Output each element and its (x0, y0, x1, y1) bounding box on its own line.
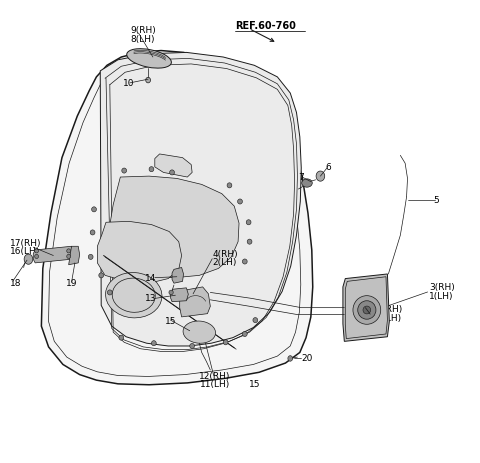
Polygon shape (41, 50, 313, 385)
Text: 2(LH): 2(LH) (212, 258, 237, 268)
Polygon shape (100, 52, 301, 346)
Text: 18: 18 (10, 279, 22, 288)
Ellipse shape (67, 254, 71, 258)
Polygon shape (97, 221, 181, 283)
Text: 5: 5 (433, 195, 439, 205)
Polygon shape (33, 246, 73, 263)
Ellipse shape (35, 249, 38, 253)
Text: 4(RH): 4(RH) (212, 250, 238, 259)
Text: 1(LH): 1(LH) (429, 292, 454, 300)
Text: 22(RH): 22(RH) (372, 306, 403, 314)
Text: 15: 15 (249, 380, 260, 389)
Ellipse shape (152, 341, 156, 346)
Ellipse shape (183, 321, 216, 343)
Ellipse shape (223, 340, 228, 345)
Ellipse shape (88, 254, 93, 259)
Ellipse shape (316, 171, 324, 181)
Text: 16(LH): 16(LH) (10, 247, 40, 256)
Text: 8(LH): 8(LH) (130, 35, 155, 44)
Text: 20: 20 (301, 354, 312, 363)
Text: 14: 14 (145, 274, 156, 283)
Polygon shape (180, 287, 210, 317)
Ellipse shape (358, 301, 376, 319)
Ellipse shape (108, 290, 112, 295)
Polygon shape (155, 154, 192, 177)
Ellipse shape (247, 239, 252, 244)
Ellipse shape (302, 179, 312, 187)
Ellipse shape (149, 167, 154, 172)
Text: 7: 7 (299, 173, 304, 181)
Ellipse shape (99, 273, 104, 278)
Ellipse shape (227, 183, 232, 188)
Ellipse shape (92, 207, 96, 212)
Text: 12(RH): 12(RH) (199, 372, 231, 382)
Ellipse shape (119, 335, 124, 340)
Text: REF.60-760: REF.60-760 (235, 21, 296, 31)
Ellipse shape (253, 318, 258, 323)
Ellipse shape (67, 249, 71, 253)
Ellipse shape (363, 306, 371, 314)
Ellipse shape (238, 199, 242, 204)
Text: 3(RH): 3(RH) (429, 283, 455, 292)
Ellipse shape (24, 254, 33, 264)
Ellipse shape (169, 170, 174, 175)
Text: 19: 19 (66, 279, 77, 288)
Text: 17(RH): 17(RH) (10, 238, 42, 248)
Ellipse shape (169, 290, 173, 295)
Ellipse shape (242, 332, 247, 337)
Text: 9(RH): 9(RH) (130, 26, 156, 35)
Polygon shape (172, 268, 183, 283)
Ellipse shape (242, 259, 247, 264)
Text: 21(LH): 21(LH) (372, 314, 402, 323)
Ellipse shape (288, 356, 293, 361)
Ellipse shape (127, 49, 171, 68)
Text: 11(LH): 11(LH) (200, 380, 230, 389)
Ellipse shape (146, 77, 151, 83)
Ellipse shape (106, 273, 162, 318)
Text: 6: 6 (325, 163, 331, 172)
Polygon shape (69, 246, 80, 265)
Text: 13: 13 (145, 294, 156, 303)
Text: 15: 15 (165, 317, 176, 326)
Ellipse shape (246, 220, 251, 225)
Text: 10: 10 (123, 79, 135, 88)
Ellipse shape (122, 168, 127, 173)
Ellipse shape (35, 254, 38, 258)
Polygon shape (108, 176, 239, 278)
Ellipse shape (353, 296, 381, 324)
Polygon shape (343, 274, 389, 341)
Ellipse shape (190, 344, 194, 349)
Polygon shape (170, 288, 188, 302)
Ellipse shape (90, 230, 95, 235)
